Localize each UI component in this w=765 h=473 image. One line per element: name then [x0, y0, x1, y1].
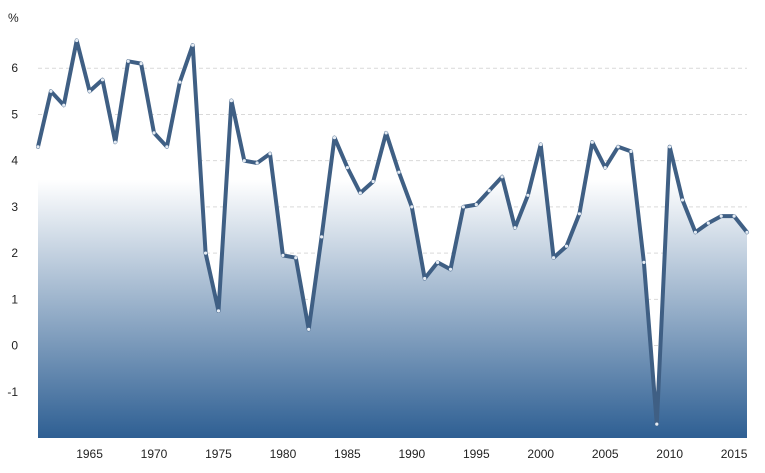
- x-tick-label: 1990: [398, 447, 425, 461]
- data-point: [603, 166, 607, 170]
- data-point: [680, 198, 685, 202]
- data-point: [294, 256, 298, 260]
- data-point: [732, 214, 736, 218]
- data-point: [539, 142, 543, 147]
- data-point: [461, 205, 465, 209]
- y-tick-label: 5: [11, 107, 18, 121]
- area-fill: [38, 40, 747, 438]
- data-point: [500, 175, 504, 179]
- data-point: [590, 140, 594, 144]
- data-point: [655, 422, 659, 426]
- data-point: [36, 145, 40, 149]
- x-tick-label: 2000: [527, 447, 554, 461]
- data-point: [474, 203, 478, 207]
- data-point: [693, 230, 698, 234]
- y-tick-label: 0: [11, 339, 18, 353]
- data-point: [229, 99, 233, 103]
- data-point: [436, 260, 440, 264]
- x-tick-label: 1995: [463, 447, 490, 461]
- data-point: [345, 166, 349, 170]
- data-point: [448, 267, 453, 271]
- data-point: [577, 212, 582, 216]
- data-point: [216, 309, 221, 313]
- x-tick-label: 2010: [656, 447, 683, 461]
- data-point: [410, 205, 414, 209]
- data-point: [719, 214, 723, 218]
- data-point: [513, 226, 517, 230]
- data-point: [139, 62, 143, 66]
- data-point: [152, 131, 156, 135]
- data-point: [668, 145, 672, 149]
- data-point: [178, 80, 182, 84]
- data-point: [526, 193, 530, 197]
- data-point: [384, 131, 388, 135]
- data-points: [36, 38, 749, 426]
- data-point: [423, 276, 427, 281]
- data-point: [371, 179, 375, 184]
- data-point: [100, 78, 105, 82]
- data-point: [552, 256, 556, 260]
- y-tick-label: 6: [11, 61, 18, 75]
- data-point: [204, 251, 208, 255]
- data-point: [281, 253, 285, 257]
- data-point: [307, 327, 311, 331]
- x-tick-label: 1975: [205, 447, 232, 461]
- data-point: [332, 136, 337, 140]
- data-point: [642, 260, 646, 264]
- data-point: [706, 221, 710, 225]
- x-tick-label: 1970: [141, 447, 168, 461]
- x-tick-label: 1980: [270, 447, 297, 461]
- x-axis-ticks: 1965 1970 1975 1980 1985 1990 1995 2000 2005 2010…: [76, 447, 748, 461]
- data-point: [487, 189, 491, 193]
- data-point: [113, 140, 117, 144]
- data-point: [88, 89, 92, 93]
- y-unit-label: %: [8, 11, 19, 25]
- data-point: [745, 230, 749, 234]
- data-point: [629, 149, 633, 153]
- data-point: [358, 191, 362, 195]
- data-point: [268, 152, 272, 156]
- data-point: [564, 244, 569, 248]
- y-tick-label: 1: [11, 292, 18, 306]
- x-tick-label: 2015: [721, 447, 748, 461]
- data-point: [616, 145, 620, 149]
- y-tick-label: 2: [11, 246, 18, 260]
- y-tick-label: 4: [11, 154, 18, 168]
- data-point: [242, 159, 246, 163]
- data-point: [126, 59, 130, 63]
- data-point: [320, 235, 324, 239]
- x-tick-label: 2005: [592, 447, 619, 461]
- data-point: [191, 43, 195, 47]
- y-axis-ticks: -1 0 1 2 3 4 5 6: [7, 61, 18, 399]
- data-point: [255, 161, 259, 165]
- data-point: [49, 89, 53, 93]
- data-point: [75, 38, 79, 43]
- x-tick-label: 1985: [334, 447, 361, 461]
- data-point: [397, 170, 401, 174]
- y-tick-label: -1: [7, 385, 18, 399]
- y-tick-label: 3: [11, 200, 18, 214]
- series-line: [36, 38, 749, 427]
- data-point: [62, 103, 66, 107]
- x-tick-label: 1965: [76, 447, 103, 461]
- data-point: [165, 145, 169, 149]
